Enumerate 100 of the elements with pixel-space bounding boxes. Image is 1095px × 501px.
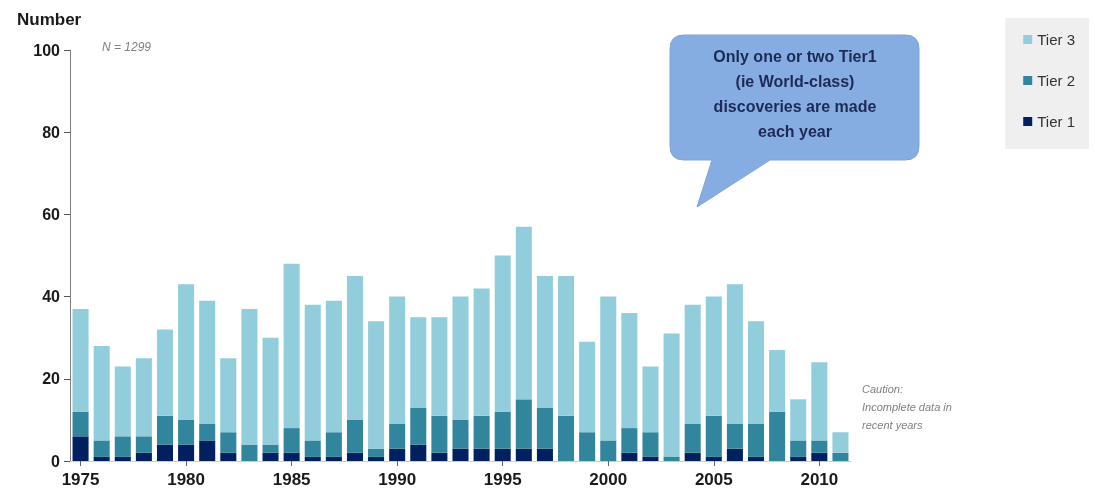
bar [431,317,448,416]
bar [811,362,828,441]
x-tick-label: 1985 [272,470,311,489]
bar [114,436,131,457]
bar [536,448,553,461]
y-tick-label: 60 [42,205,61,223]
bar [368,456,385,461]
bar [72,308,89,412]
bar [705,296,722,416]
bar [410,444,427,461]
bar [368,321,385,449]
bar [621,428,638,453]
bar [114,366,131,437]
bar [389,424,406,449]
bar [832,452,849,461]
y-tick-label: 40 [42,288,61,306]
y-axis-title: Number [17,10,82,29]
bar [558,276,575,416]
bar [726,284,743,425]
bar [220,432,237,453]
bar [135,436,152,453]
bar [621,452,638,461]
bar [452,448,469,461]
bar [600,296,617,441]
bar [452,296,469,420]
bar [515,226,532,400]
bar [642,366,659,433]
bar [178,444,195,461]
bar [747,456,765,461]
bar [705,456,722,461]
bar [93,345,110,441]
bar [368,448,385,457]
text: Caution: Incomplete data in recent years [862,382,952,433]
bar [283,428,300,453]
bar [325,456,342,461]
bar [579,341,596,433]
bar [452,419,469,449]
bar [684,452,701,461]
bar [72,436,89,461]
bar [558,415,575,461]
y-tick-label: 80 [42,123,61,141]
bar [494,448,511,461]
bar [832,432,849,453]
bar [346,452,363,461]
bar [811,452,828,461]
bar [726,448,743,461]
bar [769,411,786,461]
bar [283,263,300,429]
bar [262,337,279,445]
bar [410,317,427,408]
bar [241,444,258,461]
bar [494,255,511,412]
bar [325,300,342,433]
bar [304,440,321,457]
bar [346,419,363,453]
bar [705,415,722,457]
bar [790,456,807,461]
y-tick-label: 20 [42,370,61,388]
legend-label: Tier 2 [1037,72,1076,89]
bar [747,321,765,425]
bar [178,419,195,445]
bar [494,411,511,449]
x-tick-label: 1995 [483,470,522,489]
x-tick-label: 2005 [694,470,733,489]
legend-label: Tier 1 [1037,113,1076,130]
bar [199,424,216,441]
bar [346,276,363,420]
bar [473,448,490,461]
bar [156,444,174,461]
bar [93,456,110,461]
bar [431,452,448,461]
bar [220,452,237,461]
x-tick-label: 2000 [589,470,628,489]
bar [515,448,532,461]
bar [663,333,680,457]
bar [199,300,216,425]
bar [769,350,786,412]
bar [663,456,680,461]
bar [473,288,490,416]
bar [325,432,342,457]
annotation: Only one or two Tier1 (ie World-class) discoveries are made each year [712,47,878,142]
bar [536,276,553,408]
bar [135,452,152,461]
bar [747,424,765,457]
bar [389,296,406,425]
bar [473,415,490,449]
bar [156,415,174,445]
bar [431,415,448,453]
bar [410,407,427,445]
bar [684,424,701,453]
bar [114,456,131,461]
bar [220,358,237,433]
bar [178,284,195,420]
bar [135,358,152,437]
bar [262,444,279,453]
bar [684,304,701,425]
bar [283,452,300,461]
bar [642,432,659,457]
x-tick-label: 2010 [800,470,839,489]
bar [579,432,596,461]
